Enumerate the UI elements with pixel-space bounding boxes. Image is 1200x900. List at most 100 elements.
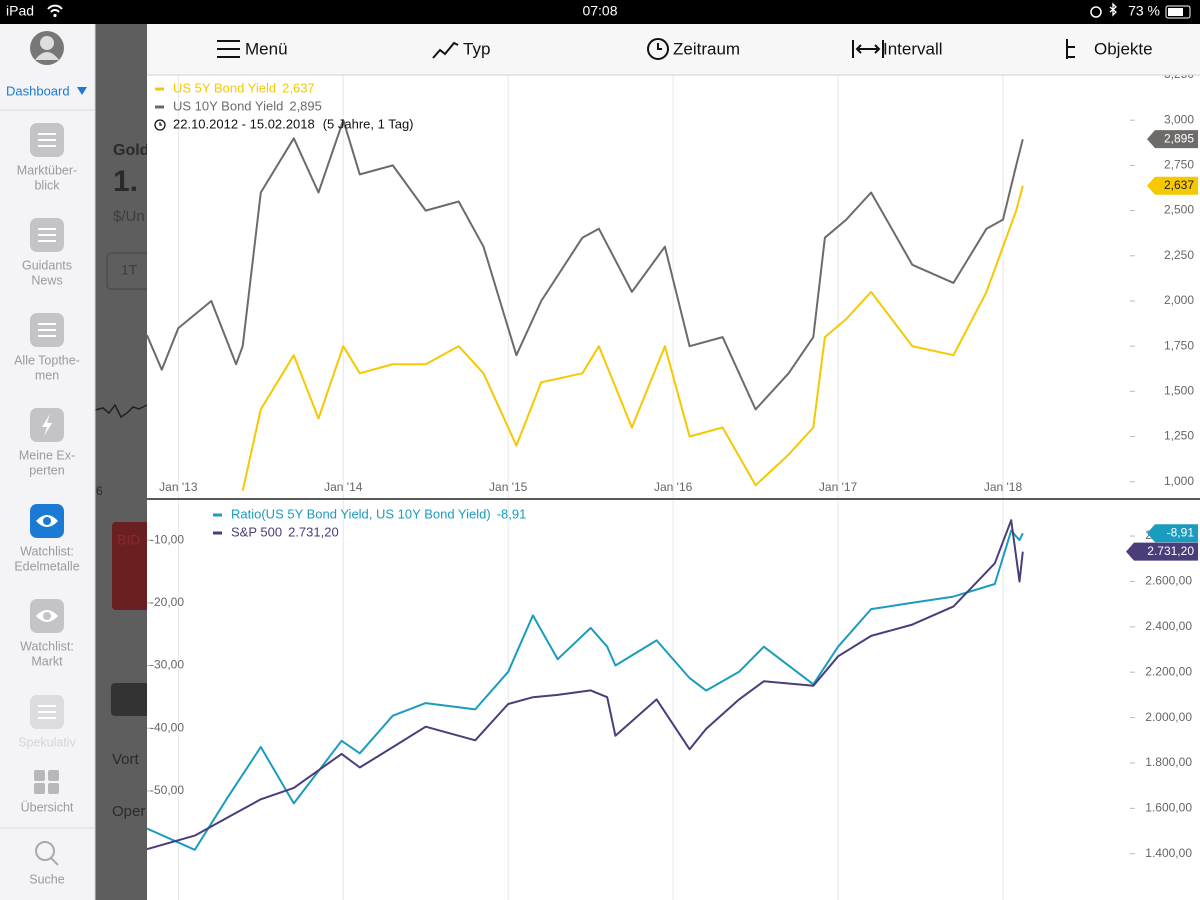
last-value-label: 2,895 bbox=[1164, 131, 1194, 145]
clock-icon bbox=[647, 38, 669, 60]
legend-entry: US 5Y Bond Yield bbox=[173, 80, 276, 95]
lock-icon bbox=[1090, 6, 1102, 18]
background-text: 1T bbox=[121, 262, 138, 278]
y-tick-label: 2,500 bbox=[1164, 203, 1194, 217]
battery-fill bbox=[1168, 8, 1183, 16]
background-texts: Gold 1. $/Un 1T BID Vort Oper 6 bbox=[94, 142, 158, 820]
dashboard-arrow bbox=[77, 87, 87, 95]
x-tick-label: Jan '18 bbox=[984, 480, 1023, 494]
y-tick-label: 2,250 bbox=[1164, 248, 1194, 262]
search-icon bbox=[35, 841, 55, 861]
status-bar bbox=[0, 0, 1200, 24]
sidebar-label[interactable]: men bbox=[35, 368, 59, 382]
clock: 07:08 bbox=[582, 3, 617, 19]
legend-value: -8,91 bbox=[497, 506, 527, 521]
legend-value: 2,637 bbox=[282, 80, 315, 95]
bolt-icon bbox=[42, 414, 52, 436]
charts: Jan '13 Jan '14 Jan '15 Jan '16 Jan '17 Jan '… bbox=[147, 67, 1198, 900]
wifi-dot bbox=[53, 13, 57, 18]
y-tick-label: 3,000 bbox=[1164, 112, 1194, 126]
sidebar-label[interactable]: Markt bbox=[31, 654, 63, 668]
battery-icon bbox=[1165, 5, 1191, 19]
toolbar-items: Menü Typ Zeitraum Intervall Objekte bbox=[217, 38, 1153, 60]
last-value-tag bbox=[1147, 176, 1198, 195]
background-text: Oper bbox=[112, 803, 145, 820]
sidebar bbox=[0, 24, 95, 900]
y2-tick-label: 1.800,00 bbox=[1145, 755, 1192, 769]
x-tick-label: Jan '15 bbox=[489, 480, 528, 494]
sidebar-label[interactable]: perten bbox=[29, 463, 64, 477]
background-line bbox=[94, 403, 148, 419]
sidebar-label[interactable]: Übersicht bbox=[21, 800, 74, 814]
grid-icon-cell bbox=[34, 770, 45, 781]
grid-icon-cell bbox=[48, 783, 59, 794]
y-tick-label: 1,250 bbox=[1164, 429, 1194, 443]
toolbar-button[interactable]: Objekte bbox=[1094, 39, 1153, 58]
sidebar-label[interactable]: News bbox=[31, 273, 62, 287]
grid-icon-cell bbox=[34, 783, 45, 794]
y-tick-label: -40,00 bbox=[150, 720, 184, 734]
background-text: Gold bbox=[113, 142, 149, 159]
toolbar-button[interactable]: Intervall bbox=[883, 39, 943, 58]
background-text: 1. bbox=[113, 165, 138, 198]
eye-pupil bbox=[43, 517, 51, 525]
sidebar-label[interactable]: Suche bbox=[29, 872, 64, 886]
objects-icon bbox=[1066, 39, 1075, 59]
y2-tick-label: 2.400,00 bbox=[1145, 619, 1192, 633]
last-value-label: 2.731,20 bbox=[1147, 544, 1194, 558]
y-tick-label: -10,00 bbox=[150, 532, 184, 546]
series-line bbox=[147, 529, 1024, 851]
x-tick-label: Jan '14 bbox=[324, 480, 363, 494]
sidebar-label[interactable]: Alle Topthe- bbox=[14, 353, 80, 367]
sidebar-label[interactable]: Marktüber- bbox=[17, 163, 77, 177]
background-bid-button bbox=[112, 522, 157, 610]
last-value-tag bbox=[1147, 524, 1198, 543]
x-tick-label: Jan '17 bbox=[819, 480, 858, 494]
battery-level: 73 % bbox=[1128, 3, 1160, 19]
clock-hands bbox=[159, 122, 162, 126]
series-line bbox=[147, 519, 1024, 851]
sidebar-label[interactable]: Guidants bbox=[22, 258, 72, 272]
dashboard-menu[interactable]: Dashboard bbox=[6, 83, 70, 98]
legend-value: 2,895 bbox=[289, 98, 322, 113]
wifi-icon bbox=[47, 4, 63, 13]
sidebar-label[interactable]: Watchlist: bbox=[20, 639, 74, 653]
dimmed-background bbox=[95, 24, 155, 900]
toolbar-button[interactable]: Menü bbox=[245, 39, 288, 58]
y-tick-label: 1,000 bbox=[1164, 474, 1194, 488]
x-tick-label: Jan '16 bbox=[654, 480, 693, 494]
clock-hands bbox=[657, 43, 662, 50]
y2-tick-label: 2.000,00 bbox=[1145, 710, 1192, 724]
background-text: $/Un bbox=[113, 208, 145, 225]
search-handle bbox=[50, 857, 59, 866]
toolbar-button[interactable]: Typ bbox=[463, 39, 490, 58]
y-tick-label: -30,00 bbox=[150, 658, 184, 672]
sidebar-label[interactable]: Meine Ex- bbox=[19, 448, 75, 462]
background-text: 6 bbox=[96, 484, 103, 498]
sidebar-label[interactable]: blick bbox=[34, 178, 60, 192]
bluetooth-icon bbox=[1109, 2, 1117, 17]
last-value-label: 2,637 bbox=[1164, 178, 1194, 192]
y2-tick-label: 1.600,00 bbox=[1145, 801, 1192, 815]
device-name: iPad bbox=[6, 3, 34, 19]
avatar-head bbox=[40, 36, 54, 50]
grid-icon-cell bbox=[48, 770, 59, 781]
eye-pupil bbox=[43, 612, 51, 620]
legend-entry: S&P 500 bbox=[231, 524, 282, 539]
last-value-label: -8,91 bbox=[1167, 525, 1195, 539]
sidebar-label[interactable]: Spekulativ bbox=[18, 735, 76, 749]
background-text: BID bbox=[117, 532, 140, 548]
y-tick-label: 1,500 bbox=[1164, 384, 1194, 398]
y-tick-label: -20,00 bbox=[150, 595, 184, 609]
y-tick-label: 2,750 bbox=[1164, 158, 1194, 172]
sidebar-label[interactable]: Watchlist: bbox=[20, 544, 74, 558]
clock-icon bbox=[154, 119, 166, 131]
legend-entry: US 10Y Bond Yield bbox=[173, 98, 283, 113]
sidebar-label[interactable]: Edelmetalle bbox=[14, 559, 79, 573]
toolbar-button[interactable]: Zeitraum bbox=[673, 39, 740, 58]
legend-value: 2.731,20 bbox=[288, 524, 339, 539]
y-tick-label: 1,750 bbox=[1164, 338, 1194, 352]
